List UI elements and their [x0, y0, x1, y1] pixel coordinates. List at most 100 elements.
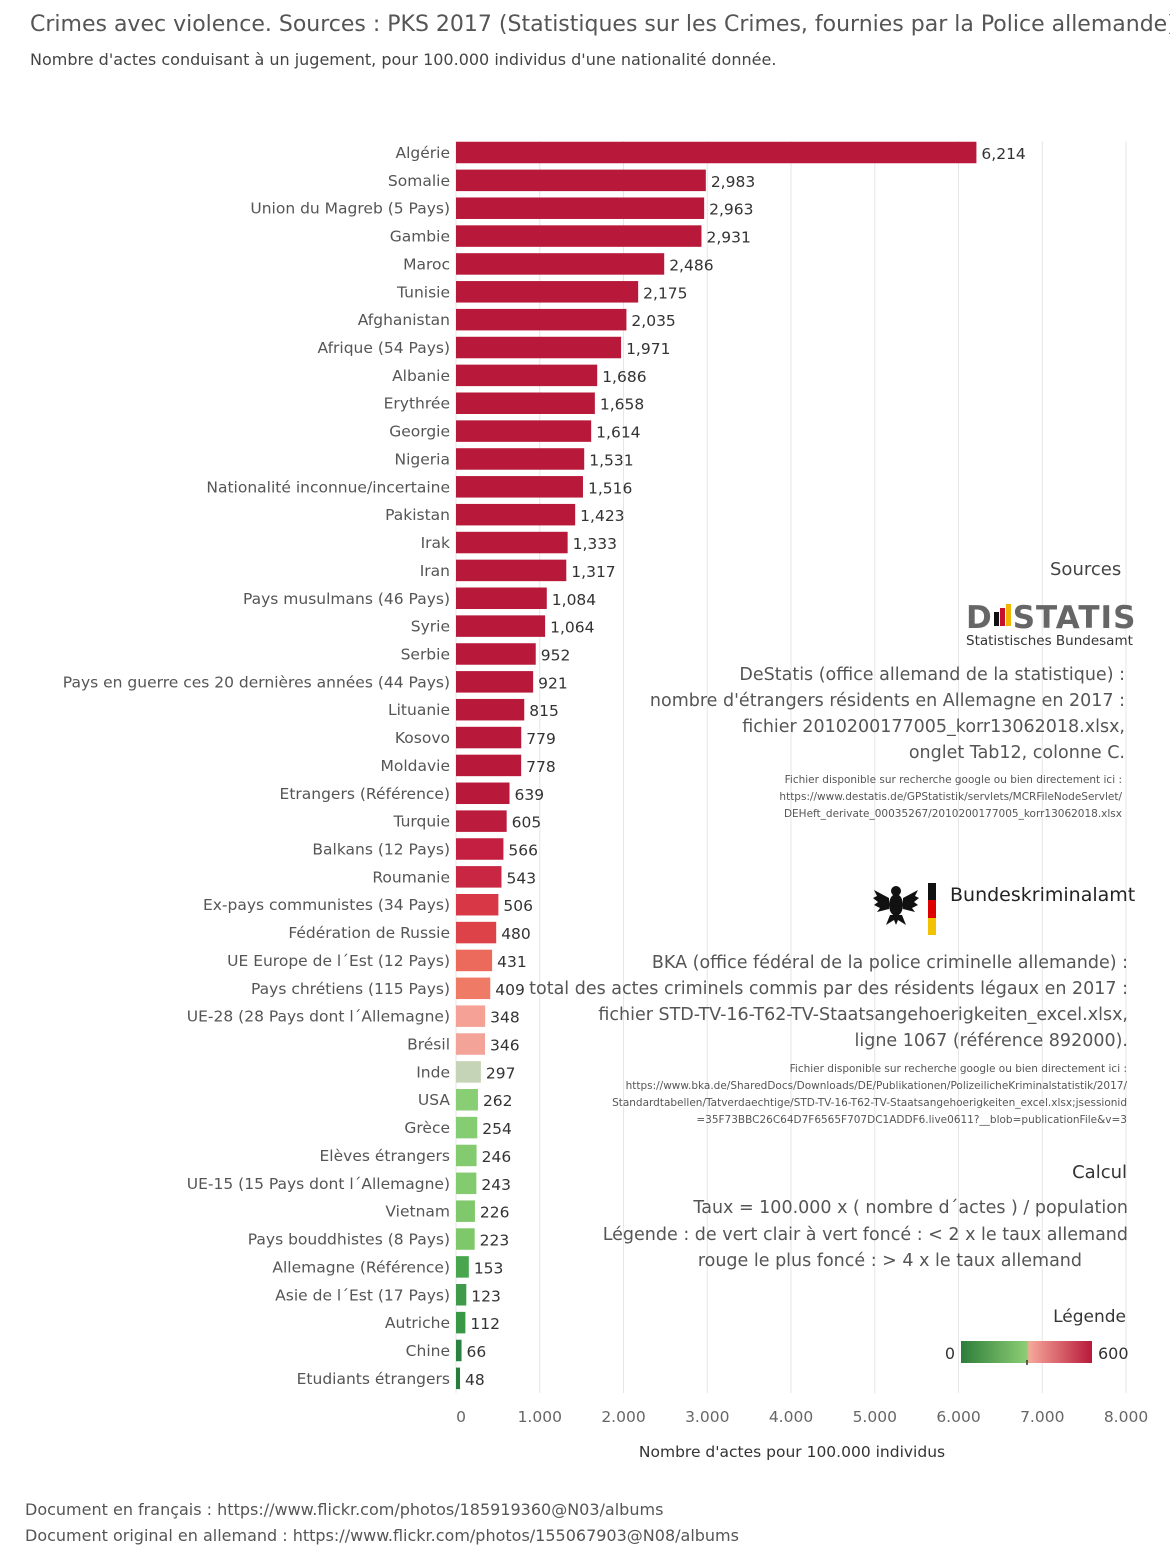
destatis-note-line: Fichier disponible sur recherche google … — [784, 774, 1122, 786]
category-label: Nigeria — [395, 450, 450, 468]
value-label: 1,686 — [602, 368, 646, 386]
value-label: 2,175 — [643, 284, 687, 302]
x-tick-label: 5.000 — [853, 1408, 897, 1426]
category-label: Afghanistan — [358, 311, 450, 329]
bar — [456, 364, 598, 387]
category-label: Gambie — [390, 228, 450, 246]
bka-name: Bundeskriminalamt — [950, 884, 1136, 906]
destatis-line: fichier 2010200177005_korr13062018.xlsx, — [742, 717, 1125, 737]
x-tick-label: 7.000 — [1020, 1408, 1064, 1426]
bka-note-line: Fichier disponible sur recherche google … — [789, 1063, 1127, 1075]
category-label: Roumanie — [372, 868, 450, 886]
bka-line: fichier STD-TV-16-T62-TV-Staatsangehoeri… — [598, 1005, 1128, 1025]
category-label: Pays en guerre ces 20 dernières années (… — [63, 673, 450, 691]
bka-note-line: =35F73BBC26C64D7F6565F707DC1ADDF6.live06… — [696, 1114, 1127, 1126]
destatis-line: DeStatis (office allemand de la statisti… — [739, 665, 1125, 685]
value-label: 2,983 — [711, 173, 755, 191]
category-label: Somalie — [388, 172, 450, 190]
german-flag-icon — [928, 883, 936, 935]
legend-max-label: 600 — [1098, 1344, 1129, 1363]
value-label: 112 — [470, 1315, 500, 1333]
value-label: 778 — [526, 758, 556, 776]
value-label: 639 — [515, 786, 545, 804]
category-label: Maroc — [403, 255, 450, 273]
bar — [456, 1311, 466, 1334]
value-label: 952 — [541, 646, 571, 664]
destatis-logo: D STATIS — [966, 600, 1137, 636]
bar — [456, 698, 525, 721]
category-label: Pays bouddhistes (8 Pays) — [248, 1231, 450, 1249]
category-label: Inde — [416, 1063, 450, 1081]
value-label: 348 — [490, 1009, 520, 1027]
bars: Algérie 6,214 Somalie 2,983 Union du Magreb … — [63, 141, 1026, 1390]
value-label: 605 — [512, 814, 542, 832]
category-label: Albanie — [392, 367, 450, 385]
bar — [456, 726, 522, 749]
value-label: 66 — [467, 1343, 487, 1361]
bar — [456, 977, 491, 1000]
destatis-line: nombre d'étrangers résidents en Allemagn… — [649, 691, 1125, 711]
category-label: Balkans (12 Pays) — [312, 841, 450, 859]
category-label: Serbie — [401, 645, 450, 663]
bar — [456, 587, 547, 610]
category-label: Pays chrétiens (115 Pays) — [251, 980, 450, 998]
category-label: Grèce — [404, 1119, 450, 1137]
value-label: 431 — [497, 953, 527, 971]
category-label: Union du Magreb (5 Pays) — [250, 200, 450, 218]
x-tick-label: 4.000 — [769, 1408, 813, 1426]
bka-note-line: Standardtabellen/Tatverdaechtige/STD-TV-… — [612, 1097, 1127, 1109]
bar — [456, 810, 507, 832]
footer-link-fr[interactable]: Document en français : https://www.flick… — [25, 1500, 664, 1519]
calcul-legend-green: Légende : de vert clair à vert foncé : <… — [602, 1225, 1128, 1245]
category-label: Moldavie — [380, 757, 450, 775]
value-label: 297 — [486, 1064, 516, 1082]
bar — [456, 754, 522, 777]
category-label: UE-28 (28 Pays dont l´Allemagne) — [187, 1008, 450, 1026]
eagle-icon — [872, 882, 920, 926]
value-label: 2,035 — [631, 312, 675, 330]
bar — [456, 893, 499, 916]
value-label: 226 — [480, 1204, 510, 1222]
x-tick-label: 0 — [456, 1408, 466, 1426]
value-label: 566 — [508, 842, 538, 860]
bar — [456, 336, 622, 359]
sources-title: Sources — [1050, 559, 1122, 580]
category-label: Lituanie — [388, 701, 450, 719]
value-label: 262 — [483, 1092, 513, 1110]
bar — [456, 169, 706, 192]
bar — [456, 476, 583, 498]
x-tick-label: 3.000 — [685, 1408, 729, 1426]
bar — [456, 308, 627, 331]
x-tick-label: 8.000 — [1104, 1408, 1148, 1426]
destatis-line: onglet Tab12, colonne C. — [908, 743, 1125, 763]
bka-line: ligne 1067 (référence 892000). — [854, 1031, 1129, 1051]
category-label: Vietnam — [385, 1203, 450, 1221]
category-label: Elèves étrangers — [320, 1147, 450, 1165]
category-label: Fédération de Russie — [288, 924, 450, 942]
bar — [456, 838, 504, 860]
bar — [456, 1061, 481, 1083]
category-label: Turquie — [392, 813, 450, 831]
bka-description: BKA (office fédéral de la police crimine… — [529, 950, 1128, 1054]
bar — [456, 1200, 475, 1222]
category-label: Etudiants étrangers — [297, 1370, 450, 1388]
category-label: Pays musulmans (46 Pays) — [243, 590, 450, 608]
destatis-note-line: DEHeft_derivate_00035267/2010200177005_k… — [783, 808, 1122, 820]
category-label: Iran — [420, 562, 450, 580]
bar — [456, 1228, 475, 1250]
legend-min-label: 0 — [945, 1344, 955, 1363]
value-label: 223 — [480, 1232, 510, 1250]
bar — [456, 420, 592, 442]
calcul-formula: Taux = 100.000 x ( nombre d´actes ) / po… — [693, 1198, 1128, 1218]
category-label: UE-15 (15 Pays dont l´Allemagne) — [187, 1175, 450, 1193]
bar — [456, 1256, 469, 1278]
category-label: Pakistan — [385, 506, 450, 524]
bar — [456, 197, 705, 219]
bar — [456, 1172, 477, 1195]
value-label: 506 — [503, 897, 533, 915]
category-label: Ex-pays communistes (34 Pays) — [203, 896, 450, 914]
value-label: 153 — [474, 1259, 504, 1277]
value-label: 480 — [501, 925, 531, 943]
footer-link-de[interactable]: Document original en allemand : https://… — [25, 1526, 739, 1545]
category-label: Chine — [406, 1342, 450, 1360]
